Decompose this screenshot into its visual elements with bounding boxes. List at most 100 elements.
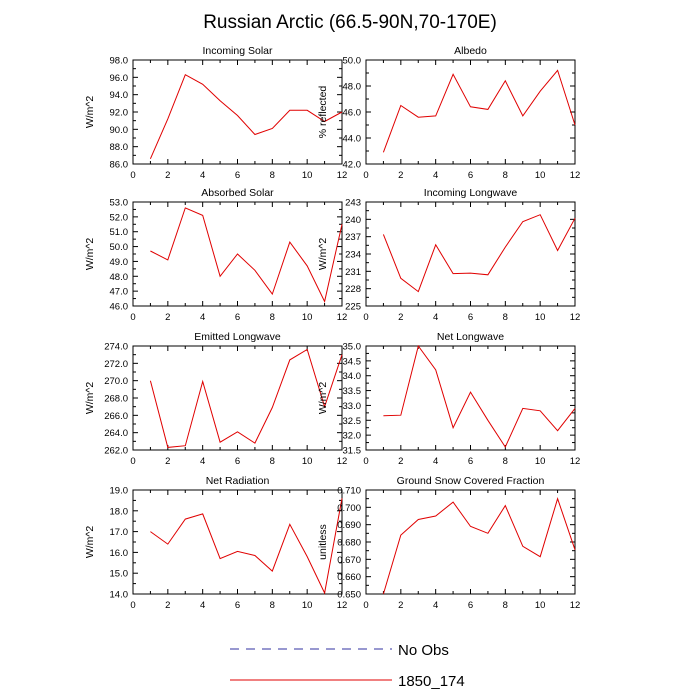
y-tick-label: 33.5 xyxy=(343,386,362,397)
y-tick-label: 86.0 xyxy=(110,160,129,171)
series-line-1850-174 xyxy=(149,73,343,159)
x-tick-label: 0 xyxy=(130,312,135,323)
x-tick-label: 12 xyxy=(570,170,581,181)
y-tick-label: 35.0 xyxy=(343,342,362,353)
y-tick-label: 90.0 xyxy=(110,125,129,136)
plot-frame xyxy=(365,59,576,165)
y-tick-label: 32.5 xyxy=(343,416,362,427)
y-axis-label: W/m^2 xyxy=(317,238,329,271)
series-line-1850-174 xyxy=(382,497,576,595)
y-tick-label: 47.0 xyxy=(110,287,129,298)
y-tick-label: 32.0 xyxy=(343,431,362,442)
y-axis-label: % reflected xyxy=(317,86,329,139)
y-tick-label: 266.0 xyxy=(104,411,128,422)
x-tick-label: 12 xyxy=(337,600,348,611)
x-tick-label: 8 xyxy=(270,312,275,323)
x-tick-label: 8 xyxy=(503,312,508,323)
y-tick-label: 16.0 xyxy=(110,548,129,559)
y-tick-label: 240 xyxy=(345,215,361,226)
y-tick-label: 270.0 xyxy=(104,376,128,387)
y-axis-label: W/m^2 xyxy=(317,382,329,415)
x-tick-label: 2 xyxy=(398,312,403,323)
x-tick-label: 12 xyxy=(337,312,348,323)
y-tick-label: 262.0 xyxy=(104,446,128,457)
y-tick-label: 0.680 xyxy=(337,538,361,549)
x-tick-label: 4 xyxy=(200,312,205,323)
x-tick-label: 0 xyxy=(363,312,368,323)
y-tick-label: 42.0 xyxy=(343,160,362,171)
x-tick-label: 6 xyxy=(235,600,240,611)
x-tick-label: 4 xyxy=(200,600,205,611)
y-tick-label: 0.660 xyxy=(337,572,361,583)
figure-title: Russian Arctic (66.5-90N,70-170E) xyxy=(203,12,497,33)
x-tick-label: 12 xyxy=(337,456,348,467)
panel-title: Net Longwave xyxy=(437,331,504,343)
x-tick-label: 10 xyxy=(535,312,546,323)
y-tick-label: 272.0 xyxy=(104,359,128,370)
y-tick-label: 51.0 xyxy=(110,227,129,238)
y-axis-label: W/m^2 xyxy=(84,382,96,415)
x-tick-label: 10 xyxy=(535,170,546,181)
x-tick-label: 0 xyxy=(130,456,135,467)
y-tick-label: 268.0 xyxy=(104,394,128,405)
y-tick-label: 0.690 xyxy=(337,520,361,531)
x-tick-label: 12 xyxy=(570,312,581,323)
series-line-1850-174 xyxy=(150,207,343,303)
x-tick-label: 0 xyxy=(363,456,368,467)
panel-net-radiation: Net Radiation W/m^2 0 2 4 6 8 10 12 14.0 15.0 16.0 1… xyxy=(84,475,347,611)
panel-absorbed-solar: Absorbed Solar W/m^2 0 2 4 6 8 10 12 46.0 47.0 48.0… xyxy=(84,187,347,323)
y-tick-label: 46.0 xyxy=(343,108,362,119)
panel-title: Emitted Longwave xyxy=(194,331,281,343)
panel-title: Net Radiation xyxy=(206,475,270,487)
panel-title: Absorbed Solar xyxy=(201,187,274,199)
x-tick-label: 6 xyxy=(468,312,473,323)
y-tick-label: 50.0 xyxy=(110,242,129,253)
series-line-1850-174 xyxy=(382,69,576,153)
x-tick-label: 2 xyxy=(165,600,170,611)
y-tick-label: 225 xyxy=(345,302,361,313)
x-tick-label: 4 xyxy=(433,600,438,611)
panel-title: Albedo xyxy=(454,45,487,57)
panel-emitted-longwave: Emitted Longwave W/m^2 0 2 4 6 8 10 12 262.0 264.0… xyxy=(84,331,347,467)
y-tick-label: 234 xyxy=(345,250,361,261)
x-tick-label: 6 xyxy=(235,312,240,323)
y-tick-label: 0.710 xyxy=(337,486,361,497)
x-tick-label: 10 xyxy=(302,170,313,181)
x-tick-label: 6 xyxy=(468,456,473,467)
y-tick-label: 274.0 xyxy=(104,342,128,353)
plot-frame xyxy=(365,201,576,307)
x-tick-label: 6 xyxy=(235,170,240,181)
y-tick-label: 19.0 xyxy=(110,486,129,497)
panel-ground-snow-covered-fraction: Ground Snow Covered Fraction unitless 0 2 4 6… xyxy=(317,475,580,611)
x-tick-label: 8 xyxy=(503,170,508,181)
x-tick-label: 0 xyxy=(130,600,135,611)
legend-label-1850-174: 1850_174 xyxy=(398,673,465,690)
y-tick-label: 33.0 xyxy=(343,401,362,412)
y-axis-label: W/m^2 xyxy=(84,526,96,559)
y-tick-label: 14.0 xyxy=(110,590,129,601)
legend: No Obs 1850_174 xyxy=(230,642,465,690)
y-tick-label: 96.0 xyxy=(110,73,129,84)
y-tick-label: 243 xyxy=(345,198,361,209)
x-tick-label: 4 xyxy=(433,312,438,323)
y-tick-label: 50.0 xyxy=(343,56,362,67)
y-tick-label: 18.0 xyxy=(110,506,129,517)
x-tick-label: 10 xyxy=(302,600,313,611)
y-tick-label: 237 xyxy=(345,232,361,243)
x-tick-label: 10 xyxy=(302,312,313,323)
panels: Incoming Solar W/m^2 0 2 4 6 8 10 12 86.0 88.0 90.0… xyxy=(84,45,580,611)
x-tick-label: 0 xyxy=(363,600,368,611)
x-tick-label: 10 xyxy=(302,456,313,467)
y-tick-label: 15.0 xyxy=(110,569,129,580)
x-tick-label: 12 xyxy=(570,600,581,611)
x-tick-label: 12 xyxy=(337,170,348,181)
series-line-1850-174 xyxy=(382,214,576,293)
x-tick-label: 0 xyxy=(363,170,368,181)
y-tick-label: 264.0 xyxy=(104,428,128,439)
y-tick-label: 31.5 xyxy=(343,446,362,457)
x-tick-label: 0 xyxy=(130,170,135,181)
series-line-1850-174 xyxy=(149,348,343,448)
